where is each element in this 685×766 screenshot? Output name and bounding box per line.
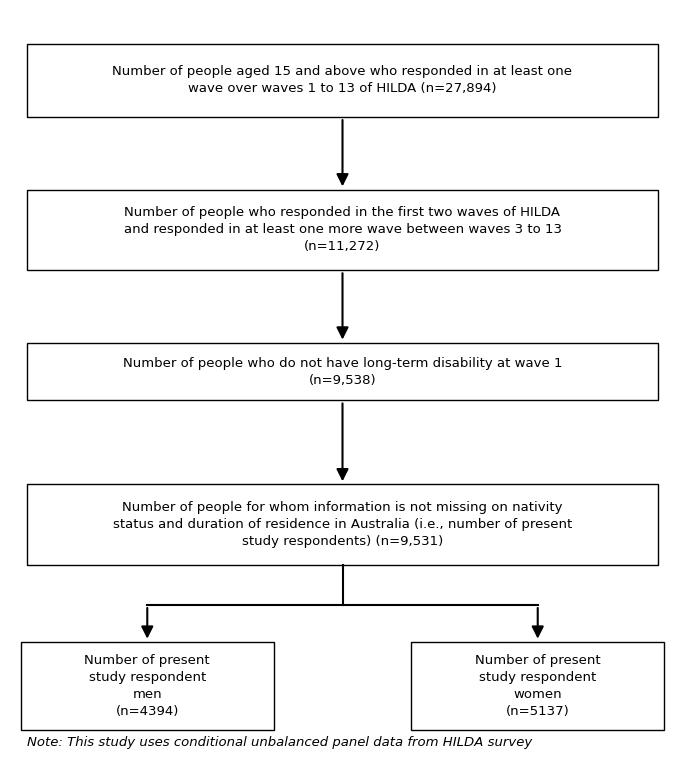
Text: Number of present
study respondent
men
(n=4394): Number of present study respondent men (… <box>84 653 210 718</box>
FancyBboxPatch shape <box>27 485 658 565</box>
FancyBboxPatch shape <box>27 44 658 116</box>
Text: Number of people for whom information is not missing on nativity
status and dura: Number of people for whom information is… <box>113 501 572 548</box>
Text: Number of people who do not have long-term disability at wave 1
(n=9,538): Number of people who do not have long-te… <box>123 356 562 387</box>
FancyBboxPatch shape <box>27 190 658 270</box>
FancyBboxPatch shape <box>21 642 274 729</box>
Text: Number of present
study respondent
women
(n=5137): Number of present study respondent women… <box>475 653 601 718</box>
Text: Number of people who responded in the first two waves of HILDA
and responded in : Number of people who responded in the fi… <box>123 206 562 254</box>
Text: Note: This study uses conditional unbalanced panel data from HILDA survey: Note: This study uses conditional unbala… <box>27 736 533 749</box>
FancyBboxPatch shape <box>27 343 658 400</box>
Text: Number of people aged 15 and above who responded in at least one
wave over waves: Number of people aged 15 and above who r… <box>112 65 573 96</box>
FancyBboxPatch shape <box>411 642 664 729</box>
